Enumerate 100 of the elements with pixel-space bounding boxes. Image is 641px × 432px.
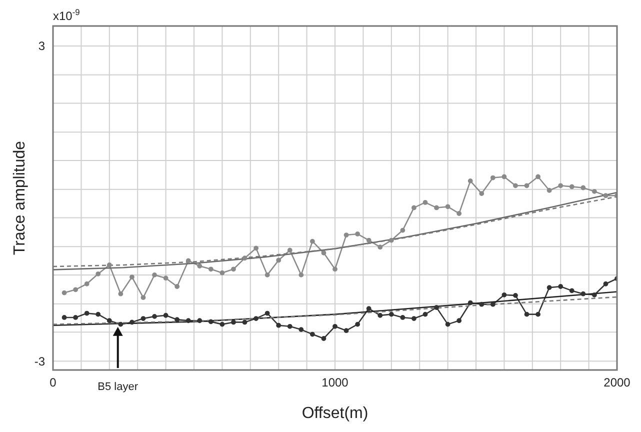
point xyxy=(378,244,383,250)
point xyxy=(490,175,496,180)
point xyxy=(254,246,258,251)
point xyxy=(603,281,608,286)
point xyxy=(412,316,416,321)
point xyxy=(400,228,406,233)
point xyxy=(106,318,112,324)
point xyxy=(118,322,124,327)
point xyxy=(287,248,292,253)
point xyxy=(321,250,326,256)
point xyxy=(310,332,315,337)
point xyxy=(479,191,484,196)
point xyxy=(524,183,530,188)
point xyxy=(388,312,394,317)
text: x10$^{-9}$ xyxy=(53,7,80,23)
point xyxy=(400,315,406,320)
point xyxy=(536,174,540,180)
x-tick-label: 0 xyxy=(50,376,57,390)
point xyxy=(310,238,315,244)
point xyxy=(163,276,168,281)
point xyxy=(163,312,168,318)
point xyxy=(62,315,67,320)
point xyxy=(242,256,248,261)
point xyxy=(580,185,586,190)
point xyxy=(344,328,349,334)
point xyxy=(140,295,146,300)
point xyxy=(73,315,78,320)
point xyxy=(186,258,191,264)
x-axis-title: Offset(m) xyxy=(302,405,368,422)
point xyxy=(298,272,304,278)
point xyxy=(152,272,157,278)
point xyxy=(513,292,518,298)
point xyxy=(84,310,90,316)
point xyxy=(569,288,574,294)
point xyxy=(434,205,439,210)
point xyxy=(332,266,338,272)
point xyxy=(366,238,372,243)
point xyxy=(468,300,473,306)
point xyxy=(603,193,608,198)
point xyxy=(118,291,124,296)
point xyxy=(62,290,67,296)
point xyxy=(456,318,462,324)
point xyxy=(208,266,214,272)
point xyxy=(422,312,428,317)
point xyxy=(287,324,292,329)
point xyxy=(479,302,484,307)
point xyxy=(502,174,507,180)
point xyxy=(569,184,574,190)
point xyxy=(546,188,552,193)
y-tick-label: 3 xyxy=(38,39,46,54)
point xyxy=(220,270,225,276)
point xyxy=(276,322,282,328)
point xyxy=(231,266,236,272)
point xyxy=(140,316,146,321)
point xyxy=(106,262,112,268)
point xyxy=(434,305,439,310)
point xyxy=(344,232,349,238)
point xyxy=(186,318,191,324)
point xyxy=(276,258,282,263)
point xyxy=(174,317,180,322)
point xyxy=(242,320,248,325)
point xyxy=(355,232,360,236)
point xyxy=(197,264,202,268)
x-tick-label: 2000 xyxy=(604,376,631,390)
point xyxy=(366,306,372,312)
point xyxy=(592,188,597,194)
point xyxy=(456,211,462,216)
point xyxy=(445,322,450,327)
point xyxy=(264,310,270,316)
point xyxy=(490,302,496,307)
point xyxy=(208,319,214,324)
y-tick-label: -3 xyxy=(34,354,46,368)
point xyxy=(558,183,564,188)
point xyxy=(96,271,101,276)
point xyxy=(513,183,518,188)
point xyxy=(96,312,101,317)
point xyxy=(502,292,507,298)
point xyxy=(152,314,157,319)
point xyxy=(254,316,258,321)
point xyxy=(73,287,78,292)
point xyxy=(388,238,394,243)
point xyxy=(422,200,428,205)
line-series xyxy=(53,291,617,326)
line-series xyxy=(53,296,617,325)
annotation: B5 layer xyxy=(98,381,138,393)
point xyxy=(84,281,90,286)
point xyxy=(197,318,202,324)
point xyxy=(298,327,304,332)
point xyxy=(468,178,473,184)
point xyxy=(536,312,540,317)
point xyxy=(220,322,225,327)
point xyxy=(321,336,326,341)
point xyxy=(355,322,360,327)
y-axis-title: Trace amplitude xyxy=(12,140,29,256)
point xyxy=(592,292,597,298)
point xyxy=(558,284,564,289)
point xyxy=(174,284,180,289)
point xyxy=(524,312,530,317)
point xyxy=(264,272,270,278)
point xyxy=(231,320,236,325)
